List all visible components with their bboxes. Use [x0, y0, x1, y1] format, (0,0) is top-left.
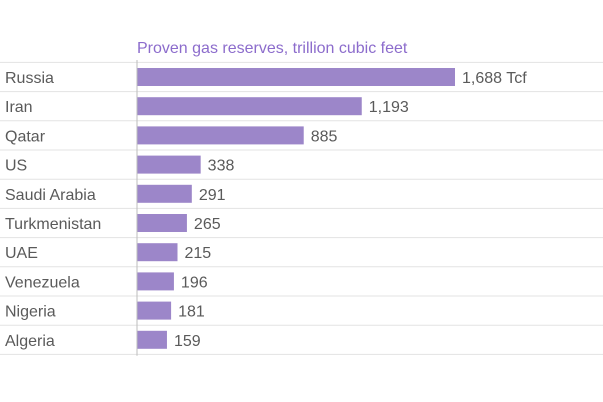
- bar-us: [137, 155, 201, 174]
- data-label: 159: [174, 333, 201, 350]
- category-label: UAE: [5, 245, 38, 262]
- data-label: 215: [185, 245, 212, 262]
- gridlines: [0, 61, 603, 355]
- category-label: Turkmenistan: [5, 216, 101, 233]
- bar-algeria: [137, 330, 167, 349]
- data-label: 265: [194, 216, 221, 233]
- category-label: Nigeria: [5, 304, 56, 321]
- bar-turkmenistan: [137, 214, 187, 232]
- bar-iran: [137, 97, 362, 116]
- data-label: 338: [208, 158, 235, 175]
- data-label: 181: [178, 304, 205, 321]
- data-label: 196: [181, 274, 208, 291]
- category-label: Iran: [5, 99, 33, 116]
- bar-venezuela: [137, 272, 174, 291]
- bar-qatar: [137, 126, 304, 145]
- category-label: Qatar: [5, 128, 46, 145]
- bar-uae: [137, 243, 178, 262]
- category-label: Saudi Arabia: [5, 187, 96, 204]
- category-label: US: [5, 158, 27, 175]
- category-labels: Russia Iran Qatar US Saudi Arabia Turkmenista…: [5, 70, 101, 350]
- chart-title: Proven gas reserves, trillion cubic feet: [137, 40, 408, 57]
- category-label: Venezuela: [5, 274, 80, 291]
- bar-saudi-arabia: [137, 184, 192, 203]
- data-label: 1,193: [369, 99, 409, 116]
- bar-russia: [137, 68, 455, 86]
- data-labels: 1,688 Tcf 1,193 885 338 291 265 215 196 181 159: [174, 70, 527, 350]
- category-label: Algeria: [5, 333, 55, 350]
- category-label: Russia: [5, 70, 54, 87]
- bars: [137, 68, 455, 349]
- bar-nigeria: [137, 301, 172, 320]
- data-label: 1,688 Tcf: [462, 70, 527, 87]
- data-label: 885: [311, 128, 338, 145]
- data-label: 291: [199, 187, 226, 204]
